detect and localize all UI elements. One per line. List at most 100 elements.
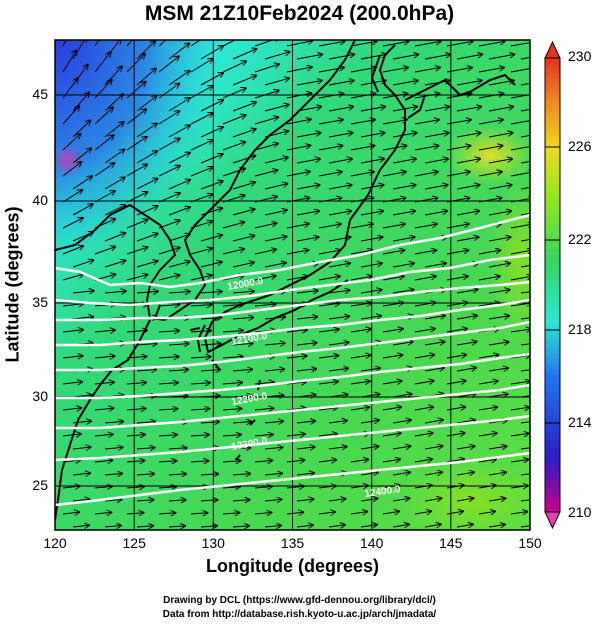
wind-arrow (350, 120, 375, 125)
x-tick-label: 150 (518, 535, 542, 551)
wind-arrow (382, 146, 406, 151)
wind-arrow (168, 71, 190, 86)
wind-arrow (456, 185, 480, 190)
wind-arrow (254, 40, 280, 47)
wind-arrow (520, 134, 530, 138)
wind-arrow (510, 120, 530, 125)
wind-arrow (72, 291, 94, 293)
wind-arrow (72, 473, 90, 475)
wind-arrow (520, 421, 530, 424)
wind-arrow (446, 355, 466, 358)
wind-arrow (520, 317, 530, 320)
wind-arrow (254, 382, 274, 384)
wind-arrow (328, 447, 347, 449)
wind-arrow (62, 162, 81, 177)
wind-arrow (478, 41, 505, 47)
x-tick-labels: 120 125 130 135 140 145 150 (43, 535, 542, 551)
wind-arrow (72, 395, 92, 397)
wind-arrow (360, 185, 384, 190)
wind-arrow (62, 434, 81, 436)
wind-arrow (328, 368, 348, 371)
wind-arrow (104, 474, 122, 476)
colorbar-tick-label: 230 (568, 48, 592, 64)
wind-arrow (414, 250, 436, 255)
wind-arrow (382, 224, 405, 229)
wind-arrow (414, 276, 436, 281)
wind-arrow (94, 108, 113, 125)
wind-arrow (94, 135, 114, 151)
wind-arrow (254, 304, 276, 306)
wind-arrow (200, 262, 222, 268)
wind-arrow (104, 177, 125, 190)
wind-arrow (254, 144, 278, 151)
wind-arrow (328, 81, 354, 86)
wind-arrow (382, 511, 399, 514)
wind-arrow (350, 486, 368, 489)
wind-arrow (168, 180, 190, 190)
wind-arrow (328, 185, 352, 190)
credit-drawing: Drawing by DCL (https://www.gfd-dennou.o… (163, 595, 436, 606)
wind-arrow (446, 276, 468, 281)
wind-arrow (62, 190, 82, 203)
wind-arrow (62, 50, 76, 73)
wind-arrow (488, 159, 512, 164)
x-tick-label: 120 (43, 535, 67, 551)
contour-label-12400: 12400.0 (364, 484, 402, 500)
wind-arrow (478, 146, 502, 151)
map-title: MSM 21Z10Feb2024 (200.0hPa) (144, 2, 455, 25)
wind-arrow (222, 169, 245, 177)
wind-arrow (296, 291, 318, 293)
wind-arrow (478, 407, 497, 410)
wind-arrow (446, 485, 464, 488)
wind-arrow (72, 232, 93, 242)
wind-arrow (424, 316, 445, 320)
wind-arrow (456, 446, 474, 449)
wind-arrow (510, 407, 529, 410)
wind-arrow (520, 499, 530, 502)
wind-arrow (360, 211, 383, 216)
wind-arrow (136, 179, 158, 190)
wind-arrow (222, 61, 246, 73)
wind-arrow (488, 290, 510, 293)
wind-arrow (136, 526, 153, 527)
wind-arrow (424, 159, 448, 164)
y-tick-label: 35 (32, 294, 48, 310)
wind-arrow (360, 263, 382, 268)
wind-arrow (478, 433, 497, 436)
wind-arrow (126, 40, 133, 47)
wind-arrow (296, 473, 314, 475)
wind-arrow (328, 342, 349, 345)
wind-arrow (232, 76, 256, 86)
wind-arrow (126, 109, 146, 125)
wind-arrow (200, 344, 221, 345)
wind-arrow (296, 421, 315, 423)
wind-arrow (382, 198, 405, 203)
wind-arrow (286, 486, 304, 488)
wind-arrow (72, 421, 91, 423)
wind-arrow (456, 472, 474, 475)
wind-arrow (456, 81, 482, 86)
x-axis-label: Longitude (degrees) (205, 556, 379, 576)
wind-arrow (488, 368, 508, 371)
wind-arrow (360, 499, 377, 502)
wind-arrow (62, 408, 81, 410)
x-tick-label: 125 (123, 535, 147, 551)
wind-arrow (520, 212, 530, 216)
wind-arrow (264, 131, 288, 138)
wind-arrow (200, 292, 222, 294)
wind-arrow (94, 486, 112, 488)
wind-arrow (350, 41, 377, 47)
wind-arrow (382, 355, 402, 358)
wind-arrow (158, 305, 180, 307)
wind-arrow (318, 94, 343, 99)
wind-arrow (478, 276, 500, 281)
wind-arrow (190, 409, 209, 410)
wind-arrow (478, 459, 496, 462)
wind-arrow (478, 120, 503, 125)
wind-arrow (168, 292, 190, 294)
colorbar-tick-label: 222 (568, 231, 592, 247)
wind-arrow (286, 198, 309, 203)
wind-arrow (264, 105, 289, 112)
wind-arrow (168, 500, 186, 501)
